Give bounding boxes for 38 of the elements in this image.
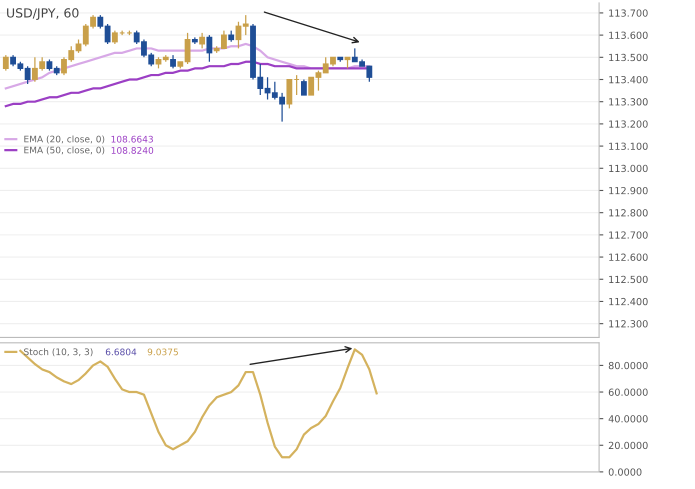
y-tick-label: 112.600 — [609, 254, 648, 261]
annotation: 108.8240 — [112, 147, 154, 154]
annotation: 6.6804 — [106, 348, 136, 356]
y-tick-label: 60.0000 — [608, 388, 648, 396]
candlestick — [206, 34, 212, 62]
y-tick-label: 113.600 — [609, 32, 648, 39]
candlestick — [199, 32, 206, 50]
candlestick — [2, 54, 9, 72]
candlestick — [344, 56, 350, 70]
y-tick-label: 0.0000 — [608, 468, 642, 476]
chart-title: USD/JPY, 60 — [7, 8, 79, 20]
candlestick — [170, 54, 176, 70]
y-tick-label: 113.000 — [609, 164, 648, 172]
annotation: 108.6643 — [112, 136, 153, 143]
y-tick-label: 113.100 — [609, 142, 648, 150]
candlestick — [294, 74, 300, 96]
y-tick-label: 113.300 — [609, 98, 648, 106]
y-tick-label: 112.400 — [609, 298, 648, 306]
legend-label: Stoch (10, 3, 3) — [24, 348, 93, 356]
y-tick-label: 112.900 — [609, 186, 648, 194]
legend-label: EMA (50, close, 0) — [24, 146, 104, 154]
y-tick-label: 112.800 — [609, 209, 648, 217]
candlestick — [112, 30, 118, 45]
y-tick-label: 113.400 — [609, 76, 648, 84]
legend-label: EMA (20, close, 0) — [24, 135, 104, 144]
y-tick-label: 112.300 — [609, 320, 648, 328]
y-tick-label: 113.700 — [609, 9, 648, 17]
y-tick-label: 113.200 — [609, 120, 648, 128]
y-tick-label: 112.500 — [609, 276, 648, 284]
candlestick — [300, 78, 307, 96]
candlestick — [119, 30, 126, 36]
y-tick-label: 40.0000 — [608, 415, 648, 422]
y-tick-label: 113.500 — [609, 54, 648, 62]
annotation: 9.0375 — [148, 348, 178, 356]
candlestick — [228, 30, 234, 42]
y-tick-label: 112.700 — [609, 231, 648, 239]
y-tick-label: 20.0000 — [608, 442, 648, 450]
y-tick-label: 80.0000 — [608, 362, 648, 370]
